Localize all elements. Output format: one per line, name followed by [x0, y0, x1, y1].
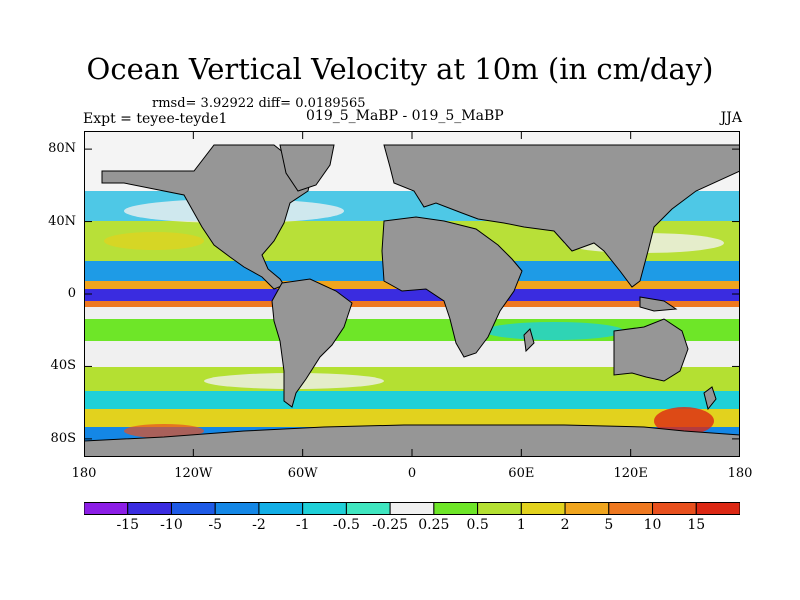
x-tick-label: 60W [287, 466, 318, 481]
colorbar-box [302, 502, 347, 515]
colorbar-label: 15 [687, 517, 706, 533]
colorbar-label: 0.5 [466, 517, 489, 533]
y-tick-label: 0 [67, 286, 76, 301]
y-tick-label: 80S [50, 430, 76, 446]
rmsd-label: rmsd= 3.92922 diff= 0.0189565 [152, 96, 366, 111]
land-indonesia [639, 296, 678, 312]
colorbar-box [652, 502, 697, 515]
colorbar-box [84, 502, 129, 515]
x-tick-label: 120W [174, 466, 213, 481]
colorbar-label: 1 [516, 517, 526, 533]
land-australia [613, 318, 689, 382]
land-madagascar [523, 328, 535, 353]
colorbar-label: -2 [252, 517, 266, 533]
land-africa [381, 216, 523, 358]
colorbar-label: -1 [295, 517, 310, 533]
x-tick-label: 120E [613, 466, 648, 481]
colorbar-box [564, 502, 610, 515]
land-new-zealand [703, 386, 717, 411]
land-greenland [279, 144, 335, 192]
y-tick-label: 40S [50, 358, 76, 374]
colorbar-label: -10 [160, 517, 183, 533]
season-label: JJA [720, 110, 742, 126]
colorbar-box [258, 502, 304, 515]
x-tick-label: 0 [407, 466, 417, 481]
colorbar-box [214, 502, 260, 515]
experiment-label: Expt = teyee-teyde1 [83, 111, 228, 127]
colorbar-box [520, 502, 566, 515]
colorbar-label: -5 [208, 517, 223, 533]
chart-title: Ocean Vertical Velocity at 10m (in cm/da… [86, 52, 714, 86]
colorbar-label: 0.25 [418, 517, 450, 533]
colorbar-box [433, 502, 479, 515]
land-antarctica [84, 424, 740, 457]
colorbar-box [345, 502, 391, 515]
x-tick-label: 180 [727, 466, 753, 481]
y-tick-label: 80N [48, 141, 76, 157]
colorbar-box [695, 502, 740, 515]
axis-ticks [84, 131, 740, 457]
x-tick-label: 180 [71, 466, 97, 481]
land-eurasia [383, 144, 740, 288]
colorbar-label: -15 [116, 517, 139, 533]
colorbar-box [170, 502, 216, 515]
colorbar-box [127, 502, 172, 515]
y-tick-label: 40N [48, 213, 76, 229]
colorbar-label: 2 [560, 517, 570, 533]
colorbar-box [477, 502, 522, 515]
case-label: 019_5_MaBP - 019_5_MaBP [306, 108, 504, 124]
x-tick-label: 60E [508, 466, 535, 481]
colorbar-label: 10 [643, 517, 662, 533]
colorbar-box [608, 502, 654, 515]
land-south-america [271, 278, 353, 408]
colorbar-box [389, 502, 435, 515]
colorbar [84, 502, 740, 515]
velocity-map [84, 131, 740, 457]
colorbar-label: -0.5 [332, 517, 360, 533]
colorbar-label: -0.25 [372, 517, 409, 533]
colorbar-label: 5 [604, 517, 614, 533]
land-masses [84, 144, 740, 457]
